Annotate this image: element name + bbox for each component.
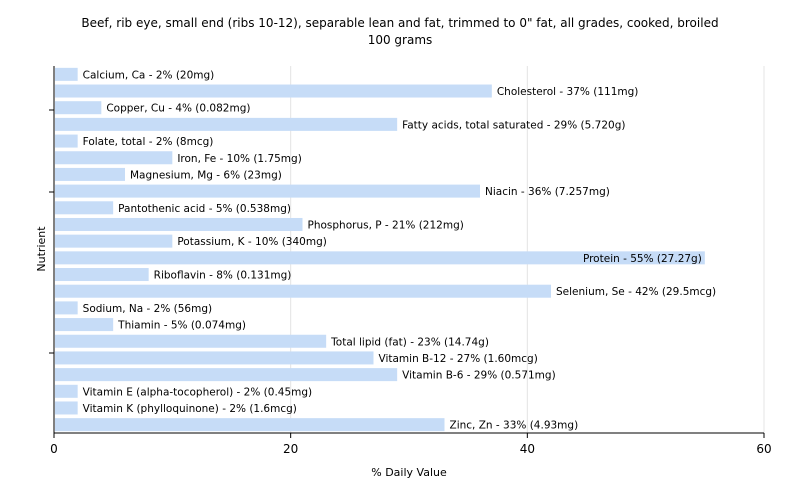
bar-label: Vitamin B-6 - 29% (0.571mg) xyxy=(402,370,556,382)
x-tick-label: 0 xyxy=(50,442,58,456)
bar xyxy=(55,101,102,115)
bar xyxy=(55,84,492,98)
bar-label: Protein - 55% (27.27g) xyxy=(583,253,702,265)
bar xyxy=(55,418,445,432)
bar xyxy=(55,351,374,365)
bar xyxy=(55,117,398,131)
bar xyxy=(55,251,705,265)
bar-label: Fatty acids, total saturated - 29% (5.72… xyxy=(402,119,625,131)
bar xyxy=(55,67,78,81)
bar xyxy=(55,167,125,181)
bars xyxy=(55,67,705,432)
bar-label: Pantothenic acid - 5% (0.538mg) xyxy=(118,203,291,215)
bar-labels: Calcium, Ca - 2% (20mg) Cholesterol - 37%… xyxy=(83,69,716,431)
bar xyxy=(55,368,398,382)
bar xyxy=(55,334,327,348)
bar xyxy=(55,151,173,165)
bar xyxy=(55,401,78,415)
x-tick-label: 20 xyxy=(283,442,298,456)
bar xyxy=(55,284,551,298)
y-axis-title: Nutrient xyxy=(35,226,48,272)
bar-label: Vitamin K (phylloquinone) - 2% (1.6mcg) xyxy=(83,403,297,415)
chart-subtitle: 100 grams xyxy=(367,33,433,47)
bar-label: Riboflavin - 8% (0.131mg) xyxy=(154,270,292,282)
bar xyxy=(55,268,149,282)
bar xyxy=(55,234,173,248)
bar xyxy=(55,301,78,315)
bar-label: Total lipid (fat) - 23% (14.74g) xyxy=(330,336,489,348)
bar-label: Sodium, Na - 2% (56mg) xyxy=(83,303,212,315)
bar xyxy=(55,318,114,332)
x-tick-label: 40 xyxy=(520,442,535,456)
bar-label: Folate, total - 2% (8mcg) xyxy=(83,136,214,148)
bar-label: Calcium, Ca - 2% (20mg) xyxy=(83,69,215,81)
bar-label: Magnesium, Mg - 6% (23mg) xyxy=(130,169,282,181)
x-axis-title: % Daily Value xyxy=(371,466,447,479)
bar-label: Copper, Cu - 4% (0.082mg) xyxy=(106,103,250,115)
bar xyxy=(55,184,480,198)
axes: 0 20 40 60 xyxy=(49,66,772,456)
bar-label: Selenium, Se - 42% (29.5mcg) xyxy=(556,286,716,298)
bar-label: Niacin - 36% (7.257mg) xyxy=(485,186,610,198)
bar-label: Vitamin B-12 - 27% (1.60mcg) xyxy=(379,353,538,365)
bar-label: Cholesterol - 37% (111mg) xyxy=(497,86,639,98)
bar-label: Thiamin - 5% (0.074mg) xyxy=(117,320,246,332)
bar-label: Vitamin E (alpha-tocopherol) - 2% (0.45m… xyxy=(83,386,312,398)
bar-label: Iron, Fe - 10% (1.75mg) xyxy=(177,153,301,165)
bar-label: Zinc, Zn - 33% (4.93mg) xyxy=(450,420,579,432)
bar xyxy=(55,217,303,231)
bar-label: Potassium, K - 10% (340mg) xyxy=(177,236,327,248)
bar xyxy=(55,384,78,398)
x-tick-label: 60 xyxy=(756,442,771,456)
chart-title: Beef, rib eye, small end (ribs 10-12), s… xyxy=(81,16,719,30)
bar-label: Phosphorus, P - 21% (212mg) xyxy=(308,219,464,231)
bar xyxy=(55,134,78,148)
bar xyxy=(55,201,114,215)
